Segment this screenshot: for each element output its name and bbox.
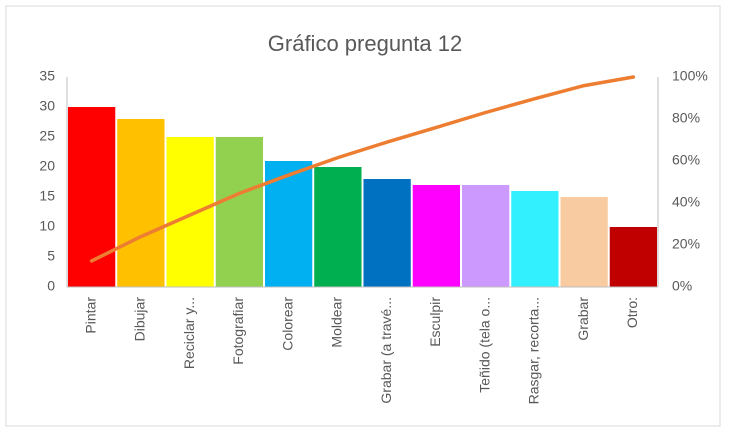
bar <box>314 167 362 287</box>
x-tick-label: Rasgar, recorta... <box>526 297 542 404</box>
bar <box>67 107 116 287</box>
bar <box>461 185 510 287</box>
y-tick-label: 25 <box>39 128 55 144</box>
bar <box>412 185 461 287</box>
bar <box>511 191 559 287</box>
y2-tick-label: 60% <box>672 152 700 168</box>
x-tick-label: Teñido (tela o... <box>476 297 492 393</box>
x-tick-label: Otro: <box>624 297 640 328</box>
x-tick-label: Colorear <box>279 297 295 351</box>
pareto-line <box>89 75 636 263</box>
y-tick-label: 30 <box>39 98 55 114</box>
bar <box>609 227 658 287</box>
bar <box>363 179 411 287</box>
y-tick-label: 0 <box>47 278 55 294</box>
x-tick-label: Grabar <box>575 297 591 341</box>
y2-tick-label: 20% <box>672 236 700 252</box>
bar <box>117 119 165 287</box>
x-tick-label: Pintar <box>82 297 98 334</box>
chart-title: Gráfico pregunta 12 <box>268 31 462 56</box>
y2-tick-label: 0% <box>672 278 692 294</box>
x-tick-label: Grabar (a travé... <box>378 297 394 404</box>
y2-tick-label: 40% <box>672 194 700 210</box>
y2-tick-label: 100% <box>672 68 708 84</box>
x-tick-label: Moldear <box>329 297 345 348</box>
x-tick-label: Dibujar <box>132 297 148 342</box>
y-tick-label: 20 <box>39 158 55 174</box>
x-tick-label: Reciclar y... <box>181 297 197 369</box>
bar <box>166 137 214 287</box>
x-tick-label: Fotografiar <box>230 297 246 365</box>
y-tick-label: 10 <box>39 218 55 234</box>
y-tick-label: 15 <box>39 188 55 204</box>
x-tick-label: Esculpir <box>427 297 443 347</box>
bar <box>560 197 608 287</box>
bar <box>215 137 264 287</box>
y-tick-label: 35 <box>39 68 55 84</box>
y-tick-label: 5 <box>47 248 55 264</box>
y2-tick-label: 80% <box>672 110 700 126</box>
